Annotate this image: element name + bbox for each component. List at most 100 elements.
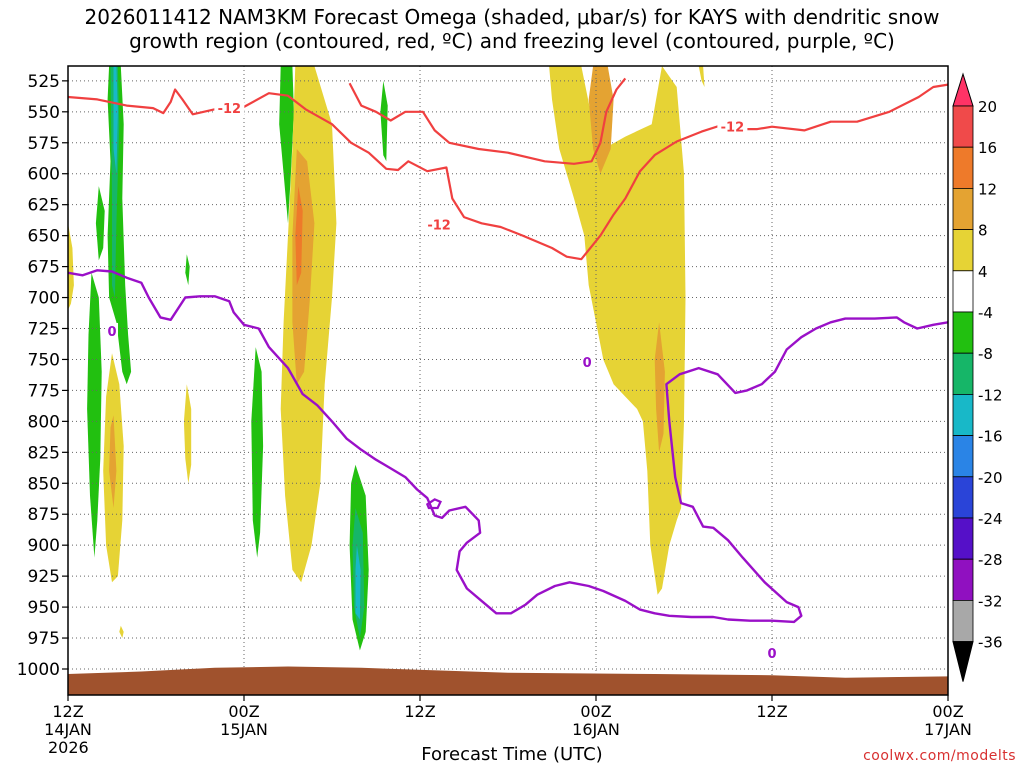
x-tick-label: 2026	[48, 738, 89, 757]
omega-region	[698, 66, 705, 87]
omega-region	[109, 415, 117, 508]
x-tick-label: 12Z	[404, 702, 435, 721]
omega-region	[588, 66, 614, 174]
omega-region	[119, 625, 124, 638]
y-tick-label: 800	[28, 412, 60, 432]
omega-region	[183, 384, 192, 484]
omega-region	[279, 66, 294, 224]
y-tick-label: 650	[28, 227, 60, 247]
y-tick-label: 675	[28, 258, 60, 278]
x-axis-title: Forecast Time (UTC)	[421, 744, 603, 765]
y-tick-label: 975	[28, 629, 60, 649]
x-tick-label: 00Z	[228, 702, 259, 721]
x-tick-label: 15JAN	[220, 720, 268, 739]
y-tick-label: 625	[28, 196, 60, 216]
colorbar-band	[952, 229, 974, 272]
colorbar-label: 8	[978, 222, 988, 240]
contour-label-bg	[766, 644, 778, 660]
chart-title-line-1: 2026011412 NAM3KM Forecast Omega (shaded…	[84, 5, 940, 29]
y-axis: 525 550 575 600 625 650 675 700 725 750 775 800 825 8…	[17, 72, 68, 680]
omega-region	[251, 347, 264, 558]
x-tick-label: 00Z	[580, 702, 611, 721]
freezing-contour-label: 0	[767, 647, 776, 662]
omega-region	[295, 186, 303, 286]
chart-title-line-2: growth region (contoured, red, ºC) and f…	[129, 29, 895, 53]
omega-region	[380, 80, 388, 162]
x-tick-label: 16JAN	[572, 720, 620, 739]
y-tick-label: 750	[28, 350, 60, 370]
plot-frame	[67, 65, 949, 696]
y-tick-label: 725	[28, 319, 60, 339]
y-tick-label: 850	[28, 474, 60, 494]
x-tick-label: 17JAN	[924, 720, 972, 739]
x-tick-label: 12Z	[756, 702, 787, 721]
omega-shading-layer	[68, 66, 705, 651]
y-tick-label: 950	[28, 598, 60, 618]
contour-label-bg	[106, 322, 118, 338]
omega-region	[549, 66, 686, 595]
y-tick-label: 925	[28, 567, 60, 587]
colorbar-band	[952, 558, 974, 601]
colorbar-label: -20	[978, 469, 1003, 487]
colorbar-label: -12	[978, 386, 1003, 404]
colorbar-band	[952, 311, 974, 354]
colorbar-label: 4	[978, 263, 988, 281]
colorbar-top-arrow	[952, 72, 974, 107]
y-tick-label: 875	[28, 505, 60, 525]
ground-surface	[68, 666, 948, 695]
freezing-contour-label: 0	[107, 325, 116, 340]
colorbar-label: -28	[978, 551, 1003, 569]
colorbar-label: 12	[978, 180, 997, 198]
colorbar-band	[952, 352, 974, 395]
colorbar-band	[952, 600, 974, 643]
gridlines	[68, 66, 948, 695]
colorbar-label: -36	[978, 634, 1003, 652]
y-tick-label: 550	[28, 103, 60, 123]
colorbar-band	[952, 476, 974, 519]
colorbar-label: -24	[978, 510, 1003, 528]
x-tick-label: 14JAN	[44, 720, 92, 739]
colorbar-label: -32	[978, 592, 1003, 610]
omega-region	[87, 272, 102, 558]
dgz-contour-label: -12	[218, 102, 242, 117]
watermark: coolwx.com/modelts	[863, 748, 1016, 764]
y-tick-label: 700	[28, 289, 60, 309]
y-tick-label: 775	[28, 381, 60, 401]
contour-label-bg	[424, 216, 455, 232]
colorbar-bottom-arrow	[952, 641, 974, 682]
y-tick-label: 825	[28, 443, 60, 463]
colorbar-band	[952, 105, 974, 148]
colorbar-label: 20	[978, 98, 997, 116]
colorbar: 20 16 12 8 4 -4 -8 -12 -16 -20 -24 -28 -32 -36	[952, 72, 1003, 682]
colorbar-band	[952, 187, 974, 230]
omega-region	[68, 223, 74, 310]
y-tick-label: 900	[28, 536, 60, 556]
freezing-level-contour	[68, 269, 948, 624]
dgz-contour-label: -12	[427, 218, 451, 233]
colorbar-label: -16	[978, 428, 1003, 446]
contour-label-bg	[214, 100, 245, 116]
dgz-contour-line	[348, 77, 627, 165]
dgz-contour-line	[68, 83, 948, 261]
colorbar-band	[952, 435, 974, 478]
x-tick-label: 12Z	[52, 702, 83, 721]
contours-layer: -12 -12 -12 0 0 0	[68, 77, 948, 662]
contour-label-bg	[581, 353, 594, 369]
colorbar-label: 16	[978, 139, 997, 157]
omega-region	[95, 186, 105, 261]
y-tick-label: 525	[28, 72, 60, 92]
omega-region	[355, 545, 361, 620]
omega-region	[185, 254, 190, 286]
contour-label-bg	[717, 118, 748, 134]
omega-region	[113, 66, 118, 174]
freezing-contour-label: 0	[583, 356, 592, 371]
plot-background	[68, 66, 948, 695]
y-tick-label: 575	[28, 134, 60, 154]
colorbar-band	[952, 517, 974, 560]
colorbar-band	[952, 146, 974, 189]
omega-region	[654, 322, 665, 453]
freezing-level-contour-loop	[425, 498, 442, 510]
colorbar-band	[952, 270, 974, 313]
